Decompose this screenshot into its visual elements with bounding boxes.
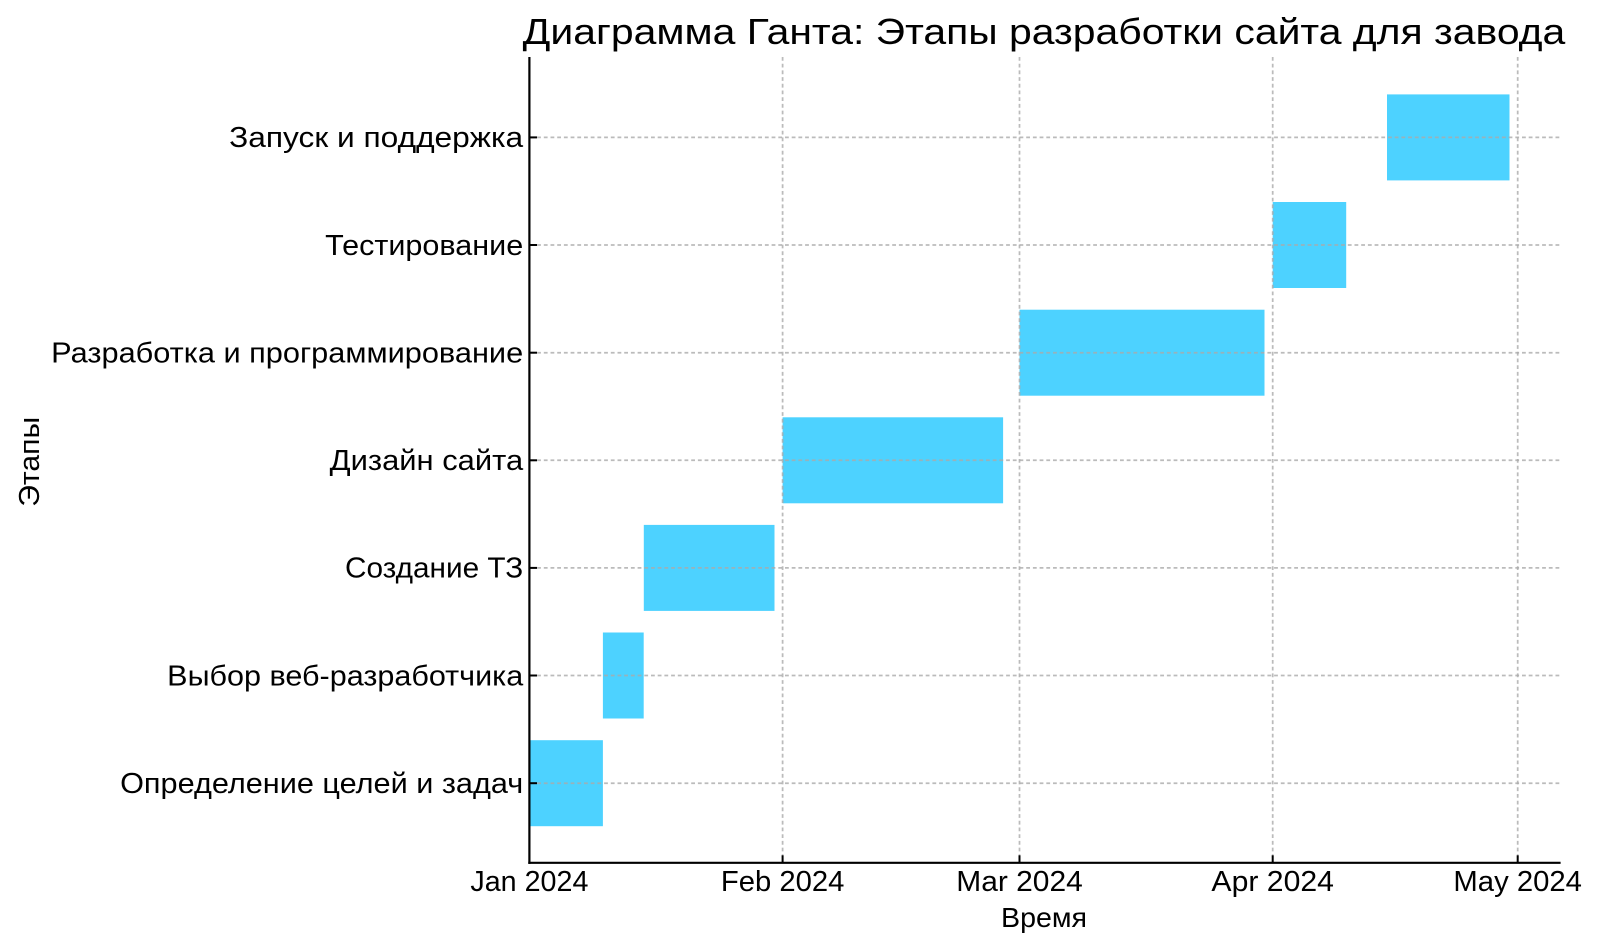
svg-text:Диаграмма Ганта: Этапы разрабо: Диаграмма Ганта: Этапы разработки сайта … — [523, 11, 1567, 52]
svg-text:Дизайн сайта: Дизайн сайта — [330, 444, 524, 476]
svg-text:Jan 2024: Jan 2024 — [470, 865, 588, 897]
svg-text:Разработка и программирование: Разработка и программирование — [51, 337, 523, 369]
svg-text:Выбор веб-разработчика: Выбор веб-разработчика — [167, 659, 523, 691]
svg-text:Mar 2024: Mar 2024 — [956, 865, 1083, 897]
svg-text:Тестирование: Тестирование — [325, 229, 523, 261]
svg-text:May 2024: May 2024 — [1453, 865, 1582, 897]
svg-text:Feb 2024: Feb 2024 — [721, 865, 845, 897]
svg-text:Определение целей и задач: Определение целей и задач — [120, 767, 523, 799]
svg-text:Время: Время — [1001, 902, 1087, 933]
svg-text:Apr 2024: Apr 2024 — [1211, 865, 1334, 897]
svg-text:Этапы: Этапы — [14, 417, 46, 507]
svg-text:Создание ТЗ: Создание ТЗ — [345, 552, 523, 584]
svg-text:Запуск и поддержка: Запуск и поддержка — [229, 121, 523, 153]
